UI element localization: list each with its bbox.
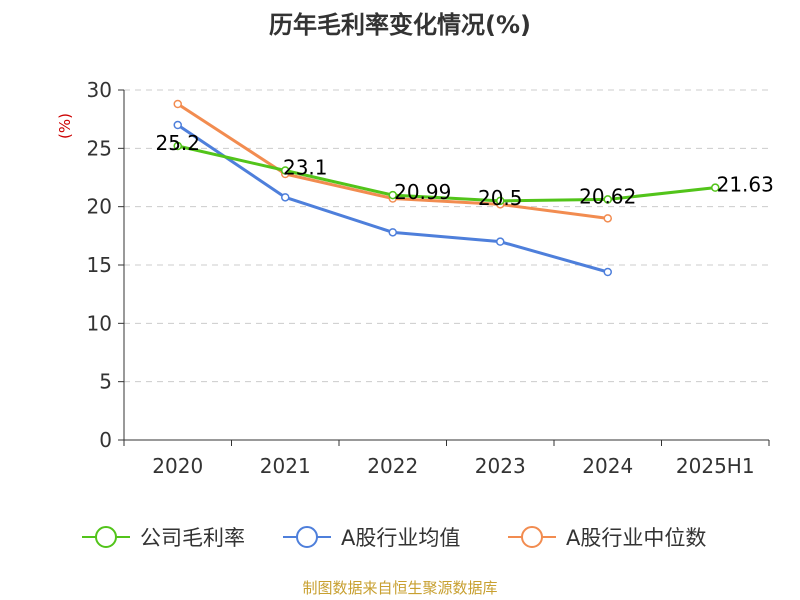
data-label: 23.1 bbox=[283, 156, 328, 180]
y-tick-label: 25 bbox=[87, 136, 112, 160]
data-point bbox=[496, 196, 505, 206]
y-tick-label: 15 bbox=[87, 253, 112, 277]
data-point bbox=[711, 183, 720, 192]
data-point bbox=[173, 141, 182, 151]
y-tick-label: 0 bbox=[99, 428, 112, 452]
data-point bbox=[603, 195, 612, 204]
data-point bbox=[281, 193, 290, 202]
legend-label: 公司毛利率 bbox=[140, 526, 245, 550]
y-tick-label: 10 bbox=[87, 311, 112, 335]
x-tick-label: 2025H1 bbox=[676, 454, 755, 478]
data-label: 25.2 bbox=[155, 131, 200, 155]
data-point bbox=[496, 237, 505, 246]
legend-item: A股行业中位数 bbox=[508, 526, 706, 550]
data-point bbox=[388, 228, 397, 237]
legend-item: 公司毛利率 bbox=[82, 526, 245, 550]
x-tick-label: 2020 bbox=[152, 454, 203, 478]
legend-label: A股行业均值 bbox=[341, 526, 460, 550]
y-tick-label: 30 bbox=[87, 78, 112, 102]
series-line bbox=[177, 144, 716, 203]
legend-item: A股行业均值 bbox=[283, 526, 460, 550]
legend-label: A股行业中位数 bbox=[566, 526, 706, 550]
x-tick-label: 2023 bbox=[475, 454, 526, 478]
legend: 公司毛利率 A股行业均值 A股行业中位数 bbox=[82, 526, 706, 550]
source-note: 制图数据来自恒生聚源数据库 bbox=[302, 579, 497, 597]
data-point bbox=[388, 190, 397, 200]
x-tick-label: 2024 bbox=[582, 454, 633, 478]
data-labels: 25.2 23.1 20.99 20.5 20.62 21.63 bbox=[155, 131, 773, 210]
series-lines bbox=[173, 99, 720, 277]
x-tick-label: 2022 bbox=[367, 454, 418, 478]
y-axis-unit: (%) bbox=[56, 113, 74, 139]
data-label: 20.62 bbox=[579, 184, 636, 208]
data-point bbox=[603, 214, 612, 223]
legend-marker bbox=[95, 526, 117, 548]
data-point bbox=[281, 166, 290, 175]
legend-marker bbox=[296, 526, 318, 548]
series-公司毛利率 bbox=[173, 141, 720, 206]
data-point bbox=[173, 120, 182, 130]
legend-marker bbox=[521, 526, 543, 548]
gridlines bbox=[124, 89, 769, 383]
data-point bbox=[603, 267, 612, 277]
y-tick-label: 20 bbox=[87, 195, 112, 219]
axes: 0 5 10 15 20 25 30 2020 2021 2022 2023 2024 2025H1 bbox=[87, 78, 770, 478]
y-tick-label: 5 bbox=[99, 370, 112, 394]
data-label: 21.63 bbox=[717, 173, 774, 197]
chart-title: 历年毛利率变化情况(%) bbox=[269, 11, 531, 39]
series-A股行业均值 bbox=[173, 120, 612, 277]
data-label: 20.5 bbox=[478, 186, 523, 210]
data-label: 20.99 bbox=[394, 180, 451, 204]
x-tick-label: 2021 bbox=[260, 454, 311, 478]
data-point bbox=[173, 99, 182, 109]
